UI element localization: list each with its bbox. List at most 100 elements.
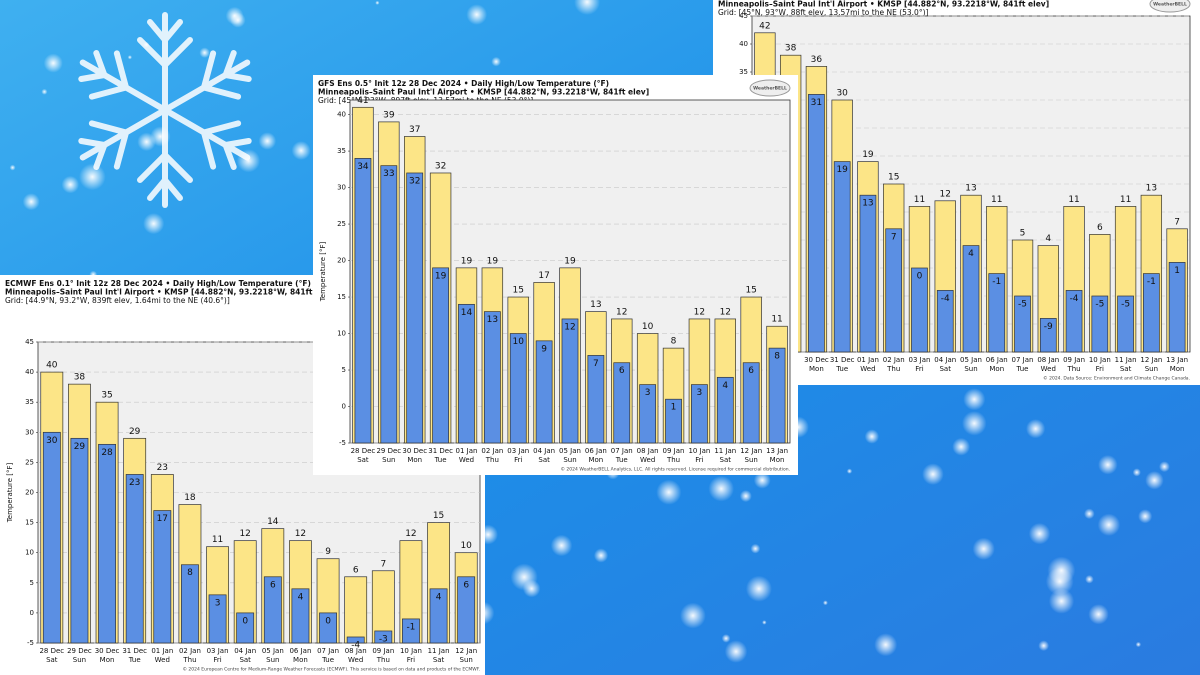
snow-flake bbox=[1098, 455, 1118, 475]
high-label: 5 bbox=[1020, 229, 1026, 239]
low-label: -9 bbox=[1044, 322, 1053, 332]
low-label: 9 bbox=[541, 344, 547, 354]
y-tick-label: 20 bbox=[25, 489, 34, 497]
x-tick-label: 10 Jan bbox=[1089, 356, 1111, 364]
high-label: 10 bbox=[642, 322, 654, 332]
x-tick-weekday: Tue bbox=[434, 456, 447, 464]
x-tick-label: 04 Jan bbox=[234, 647, 256, 655]
low-bar bbox=[354, 158, 372, 444]
arm bbox=[93, 50, 108, 78]
low-bar bbox=[181, 564, 199, 644]
high-label: 11 bbox=[914, 195, 925, 205]
x-tick-label: 29 Dec bbox=[67, 647, 92, 655]
x-tick-label: 05 Jan bbox=[960, 356, 982, 364]
high-label: 19 bbox=[564, 256, 576, 266]
arm bbox=[200, 84, 242, 100]
low-label: -3 bbox=[379, 634, 388, 644]
low-label: 6 bbox=[748, 366, 754, 376]
snow-flake bbox=[574, 0, 601, 15]
low-bar bbox=[808, 94, 825, 353]
low-bar bbox=[208, 594, 227, 644]
snowflake-arm bbox=[137, 12, 193, 113]
high-label: 11 bbox=[212, 535, 223, 545]
snow-flake bbox=[1048, 588, 1075, 614]
low-bar bbox=[691, 384, 708, 444]
snow-flake bbox=[1026, 419, 1046, 439]
high-label: 40 bbox=[46, 361, 58, 371]
high-label: 12 bbox=[616, 307, 627, 317]
x-tick-weekday: Mon bbox=[407, 456, 422, 464]
low-bar bbox=[406, 172, 424, 444]
arm bbox=[88, 84, 130, 100]
x-tick-weekday: Sun bbox=[266, 656, 279, 664]
high-label: 15 bbox=[513, 286, 524, 296]
snow-flake bbox=[550, 534, 573, 557]
x-tick-weekday: Sun bbox=[382, 456, 395, 464]
x-tick-weekday: Wed bbox=[348, 656, 363, 664]
snow-flake bbox=[1145, 471, 1164, 490]
chart-grid-info: Grid: [45°N, 93°W, 88ft elev, 13.57mi to… bbox=[718, 8, 929, 17]
snow-flake bbox=[753, 471, 771, 489]
y-axis-label: Temperature [°F] bbox=[319, 241, 327, 302]
snow-flake bbox=[822, 600, 828, 606]
low-bar bbox=[1065, 290, 1083, 353]
y-tick-label: 45 bbox=[25, 338, 34, 346]
x-tick-label: 07 Jan bbox=[1012, 356, 1034, 364]
snow-flake bbox=[22, 193, 40, 211]
arm bbox=[222, 50, 237, 78]
arm bbox=[113, 129, 130, 170]
low-bar bbox=[1014, 295, 1031, 353]
arm bbox=[200, 120, 242, 136]
snow-flake bbox=[491, 56, 501, 67]
x-tick-weekday: Sat bbox=[538, 456, 550, 464]
high-label: 15 bbox=[745, 286, 756, 296]
high-label: 12 bbox=[405, 529, 416, 539]
x-tick-weekday: Mon bbox=[1170, 365, 1185, 373]
snow-flake bbox=[864, 429, 880, 444]
low-label: -4 bbox=[1070, 294, 1079, 304]
snow-flake bbox=[225, 6, 244, 25]
low-label: 12 bbox=[564, 322, 575, 332]
snow-flake bbox=[522, 579, 541, 598]
low-bar bbox=[346, 636, 365, 644]
x-tick-weekday: Sat bbox=[939, 365, 951, 373]
x-tick-label: 08 Jan bbox=[345, 647, 367, 655]
snowflake-arm bbox=[137, 107, 193, 208]
low-bar bbox=[483, 311, 501, 444]
x-tick-label: 28 Dec bbox=[351, 447, 376, 455]
high-label: 38 bbox=[74, 373, 86, 383]
snow-flake bbox=[199, 47, 210, 58]
arm bbox=[162, 152, 193, 183]
low-label: 13 bbox=[487, 315, 498, 325]
y-tick-label: 5 bbox=[30, 579, 34, 587]
low-bar bbox=[716, 376, 734, 444]
x-tick-label: 30 Dec bbox=[95, 647, 120, 655]
snow-flake bbox=[708, 475, 735, 502]
arm bbox=[137, 152, 168, 183]
high-label: 19 bbox=[862, 150, 874, 160]
low-label: 0 bbox=[242, 616, 248, 626]
low-label: 1 bbox=[1174, 266, 1180, 276]
x-tick-weekday: Fri bbox=[514, 456, 522, 464]
high-label: 29 bbox=[129, 427, 141, 437]
y-tick-label: 35 bbox=[25, 398, 34, 406]
x-tick-weekday: Sun bbox=[964, 365, 977, 373]
snow-flake bbox=[466, 4, 488, 25]
snow-flake bbox=[9, 164, 16, 171]
x-tick-weekday: Fri bbox=[915, 365, 923, 373]
high-label: 12 bbox=[694, 307, 705, 317]
x-tick-weekday: Tue bbox=[128, 656, 141, 664]
logo: WeatherBELL bbox=[1153, 2, 1187, 8]
low-label: 4 bbox=[968, 249, 974, 259]
low-label: 17 bbox=[157, 514, 168, 524]
high-label: 32 bbox=[435, 161, 446, 171]
snowflake-icon bbox=[78, 12, 252, 208]
low-bar bbox=[402, 618, 420, 644]
snow-flake bbox=[874, 633, 898, 657]
snow-flake bbox=[846, 468, 853, 474]
low-label: -5 bbox=[1095, 300, 1104, 310]
x-tick-label: 30 Dec bbox=[804, 356, 829, 364]
x-tick-weekday: Fri bbox=[407, 656, 415, 664]
snow-flake bbox=[963, 388, 986, 411]
